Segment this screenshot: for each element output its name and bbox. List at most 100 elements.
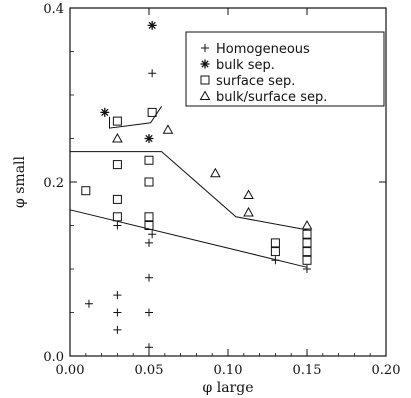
point-plus [271,256,280,265]
point-square [81,186,91,196]
point-plus [113,325,122,334]
plus-marker [113,221,122,230]
point-plus [145,273,153,282]
point-plus [145,308,153,317]
point-triangle [243,206,254,217]
square-marker [147,107,157,117]
legend-marker-square [200,75,210,85]
point-plus [113,308,122,317]
point-square [112,194,122,204]
square-marker [112,194,122,204]
asterisk-marker [147,20,157,30]
point-asterisk [144,134,154,143]
plus-marker [84,299,93,308]
point-square [302,247,312,257]
point-square [112,160,122,170]
square-marker [270,238,280,248]
x-tick-label: 0.15 [293,363,322,378]
data-points [81,20,313,352]
boundary-line-1 [69,209,308,268]
point-plus [84,299,93,308]
square-marker [112,116,122,126]
point-asterisk [147,20,157,30]
x-tick-label: 0.05 [135,363,164,378]
axis-ticks: 0.00 0.05 0.10 0.15 0.20 0.0 0.2 0.4 [43,2,400,378]
point-square [144,212,154,222]
square-marker [200,75,210,85]
plus-marker [145,308,153,317]
square-marker [112,212,122,222]
point-square [302,229,312,239]
legend-label-surface-sep: surface sep. [216,74,295,89]
plus-marker [145,273,153,282]
triangle-marker [112,132,123,143]
point-plus [113,221,122,230]
point-square [270,247,280,257]
point-plus [148,69,157,78]
y-tick-label: 0.2 [43,176,64,191]
point-square [112,116,122,126]
point-plus [303,265,311,273]
plus-marker [145,343,153,352]
legend: Homogeneous bulk sep. surface sep. bulk/… [185,31,385,107]
square-marker [270,247,280,257]
square-marker [302,229,312,239]
point-triangle [243,189,254,200]
legend-box [185,31,385,107]
y-axis-label: φ small [12,155,28,208]
asterisk-marker [144,134,154,143]
x-tick-label: 0.00 [56,363,85,378]
boundary-line-2 [70,151,308,231]
x-tick-label: 0.20 [372,363,401,378]
point-triangle [112,132,123,143]
point-triangle [210,167,221,178]
square-marker [302,247,312,257]
square-marker [144,212,154,222]
y-tick-label: 0.4 [43,2,64,17]
plus-marker [148,69,157,78]
point-triangle [301,219,313,230]
point-square [112,212,122,222]
legend-marker-triangle [199,90,211,100]
triangle-marker [243,206,254,217]
legend-label-bulk-surface-sep: bulk/surface sep. [216,90,327,105]
square-marker [81,186,91,196]
x-axis-label: φ large [202,380,253,396]
square-marker [112,160,122,170]
triangle-marker [243,189,254,200]
triangle-marker [301,219,313,230]
legend-marker-asterisk [200,59,210,69]
legend-label-homogeneous: Homogeneous [216,42,310,57]
asterisk-marker [100,107,110,117]
point-square [147,107,157,117]
plus-marker [271,256,280,265]
square-marker [302,255,312,265]
triangle-marker [199,90,211,100]
triangle-marker [210,167,221,178]
point-asterisk [100,107,110,117]
point-square [270,238,280,248]
square-marker [144,155,154,165]
x-tick-label: 0.10 [214,363,243,378]
plus-marker [113,291,122,300]
plus-marker [113,325,122,334]
plus-marker [148,230,157,239]
point-square [144,177,154,187]
legend-marker-plus [201,44,209,52]
square-marker [144,177,154,187]
point-square [144,221,154,230]
plus-marker [303,265,311,273]
point-square [302,255,312,265]
plus-marker [201,44,209,52]
point-plus [145,238,153,247]
square-marker [302,238,312,248]
asterisk-marker [200,59,210,69]
legend-label-bulk-sep: bulk sep. [216,58,275,73]
point-square [144,155,154,165]
point-square [302,238,312,248]
square-marker [144,221,154,230]
y-tick-label: 0.0 [43,350,64,365]
plus-marker [145,238,153,247]
plus-marker [113,308,122,317]
point-plus [145,343,153,352]
